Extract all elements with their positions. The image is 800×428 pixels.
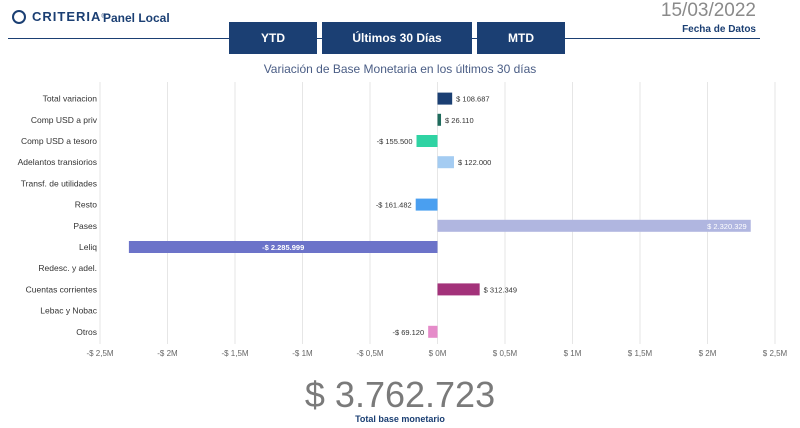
category-label: Pases bbox=[73, 221, 97, 231]
header: CRITERIA ® Panel Local YTD Últimos 30 Dí… bbox=[0, 0, 800, 54]
data-label: $ 312.349 bbox=[484, 285, 517, 294]
bar bbox=[437, 156, 454, 169]
x-tick-label: $ 2M bbox=[699, 349, 717, 358]
data-label: -$ 2.285.999 bbox=[262, 243, 304, 252]
bar bbox=[437, 113, 442, 126]
x-tick-label: $ 1,5M bbox=[628, 349, 653, 358]
x-tick-label: $ 1M bbox=[564, 349, 582, 358]
category-label: Otros bbox=[76, 327, 97, 337]
category-label: Cuentas corrientes bbox=[26, 284, 97, 294]
x-tick-label: -$ 1M bbox=[292, 349, 313, 358]
data-label: $ 2.320.329 bbox=[707, 222, 747, 231]
data-label: $ 26.110 bbox=[445, 116, 474, 125]
data-label: -$ 161.482 bbox=[376, 201, 412, 210]
x-tick-label: $ 2,5M bbox=[763, 349, 788, 358]
tab-mtd[interactable]: MTD bbox=[477, 22, 565, 54]
brand-logo[interactable]: CRITERIA ® bbox=[12, 9, 106, 24]
data-label: -$ 155.500 bbox=[377, 137, 413, 146]
tab-last-30-days[interactable]: Últimos 30 Días bbox=[322, 22, 472, 54]
category-label: Resto bbox=[75, 200, 97, 210]
category-label: Comp USD a tesoro bbox=[21, 136, 97, 146]
tab-ytd[interactable]: YTD bbox=[229, 22, 317, 54]
x-tick-label: $ 0M bbox=[429, 349, 447, 358]
x-tick-label: -$ 2,5M bbox=[86, 349, 113, 358]
x-tick-label: -$ 0,5M bbox=[356, 349, 383, 358]
x-tick-label: $ 0,5M bbox=[493, 349, 518, 358]
x-tick-label: -$ 2M bbox=[157, 349, 178, 358]
bar bbox=[415, 198, 438, 211]
bar bbox=[128, 241, 438, 253]
data-label: $ 108.687 bbox=[456, 95, 489, 104]
bar bbox=[437, 219, 751, 232]
chart-title: Variación de Base Monetaria en los últim… bbox=[263, 62, 537, 76]
bar bbox=[437, 283, 480, 296]
total-base-value: $ 3.762.723 bbox=[304, 374, 496, 415]
logo-circle-icon bbox=[12, 9, 26, 24]
panel-title: Panel Local bbox=[103, 11, 170, 25]
bar bbox=[428, 325, 438, 338]
data-date-label: Fecha de Datos bbox=[682, 24, 756, 35]
data-label: $ 122.000 bbox=[458, 158, 491, 167]
category-label: Redesc. y adel. bbox=[38, 263, 97, 273]
category-label: Transf. de utilidades bbox=[21, 178, 97, 188]
category-label: Total variacion bbox=[43, 94, 98, 104]
category-label: Lebac y Nobac bbox=[40, 306, 97, 316]
brand-name: CRITERIA bbox=[32, 9, 102, 24]
category-label: Comp USD a priv bbox=[31, 115, 98, 125]
bar bbox=[416, 135, 438, 147]
total-base-label: Total base monetario bbox=[355, 414, 445, 424]
data-date: 15/03/2022 bbox=[660, 0, 756, 21]
bar-chart: -$ 2,5M -$ 2M -$ 1,5M -$ 1M -$ 0,5M $ 0M $ 0,5… bbox=[18, 82, 788, 358]
bar bbox=[437, 92, 453, 105]
category-label: Leliq bbox=[79, 242, 97, 252]
category-label: Adelantos transiorios bbox=[18, 157, 97, 167]
brand-registered-mark: ® bbox=[101, 13, 106, 20]
data-label: -$ 69.120 bbox=[392, 328, 424, 337]
x-tick-label: -$ 1,5M bbox=[221, 349, 248, 358]
